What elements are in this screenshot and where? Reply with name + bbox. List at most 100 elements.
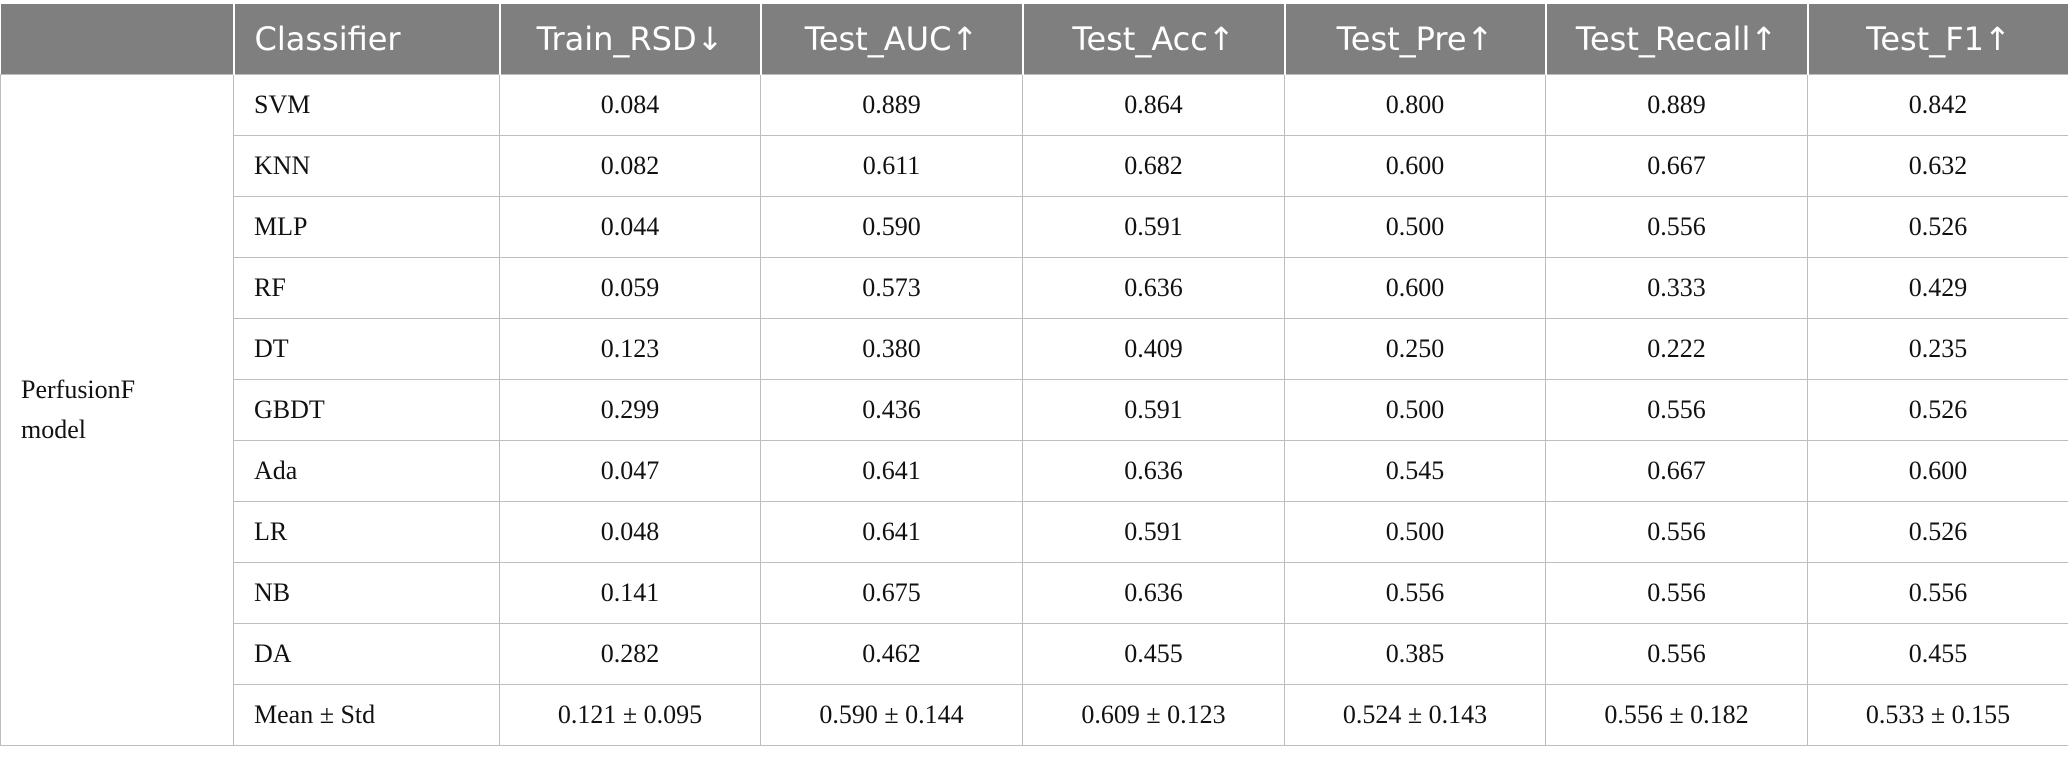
model-name-cell: PerfusionF model <box>0 74 234 746</box>
test-auc-cell: 0.462 <box>760 623 1023 685</box>
table-row: DA 0.282 0.462 0.455 0.385 0.556 0.455 <box>1 623 2068 685</box>
header-test-f1: Test_F1↑ <box>1806 4 2068 75</box>
test-auc-cell: 0.611 <box>760 135 1023 197</box>
table-row: GBDT 0.299 0.436 0.591 0.500 0.556 0.526 <box>1 379 2068 441</box>
classifier-cell: RF <box>233 257 500 319</box>
test-f1-cell: 0.235 <box>1807 318 2068 380</box>
test-recall-cell: 0.556 <box>1545 623 1808 685</box>
train-rsd-cell: 0.282 <box>499 623 761 685</box>
test-auc-cell: 0.641 <box>760 501 1023 563</box>
train-rsd-cell: 0.082 <box>499 135 761 197</box>
test-f1-cell: 0.429 <box>1807 257 2068 319</box>
classifier-cell: NB <box>233 562 500 624</box>
classifier-cell: LR <box>233 501 500 563</box>
test-auc-cell: 0.436 <box>760 379 1023 441</box>
train-rsd-cell: 0.048 <box>499 501 761 563</box>
test-recall-cell: 0.333 <box>1545 257 1808 319</box>
classifier-cell: MLP <box>233 196 500 258</box>
test-pre-cell: 0.556 <box>1284 562 1546 624</box>
train-rsd-cell: 0.047 <box>499 440 761 502</box>
header-test-acc: Test_Acc↑ <box>1021 4 1285 75</box>
train-rsd-cell: 0.123 <box>499 318 761 380</box>
table-row: NB 0.141 0.675 0.636 0.556 0.556 0.556 <box>1 562 2068 624</box>
train-rsd-cell: 0.141 <box>499 562 761 624</box>
test-pre-cell: 0.385 <box>1284 623 1546 685</box>
test-f1-cell: 0.526 <box>1807 501 2068 563</box>
test-recall-cell: 0.667 <box>1545 440 1808 502</box>
summary-row: Mean ± Std 0.121 ± 0.095 0.590 ± 0.144 0… <box>1 684 2068 746</box>
header-train-rsd: Train_RSD↓ <box>498 4 761 75</box>
test-f1-cell: 0.533 ± 0.155 <box>1807 684 2068 746</box>
test-recall-cell: 0.222 <box>1545 318 1808 380</box>
test-acc-cell: 0.455 <box>1022 623 1285 685</box>
test-acc-cell: 0.636 <box>1022 562 1285 624</box>
table-header: Classifier Train_RSD↓ Test_AUC↑ Test_Acc… <box>0 4 2068 75</box>
header-test-pre: Test_Pre↑ <box>1283 4 1546 75</box>
table-row: DT 0.123 0.380 0.409 0.250 0.222 0.235 <box>1 318 2068 380</box>
test-acc-cell: 0.636 <box>1022 257 1285 319</box>
train-rsd-cell: 0.121 ± 0.095 <box>499 684 761 746</box>
test-f1-cell: 0.526 <box>1807 196 2068 258</box>
test-auc-cell: 0.380 <box>760 318 1023 380</box>
header-classifier: Classifier <box>232 4 500 75</box>
test-f1-cell: 0.842 <box>1807 74 2068 136</box>
test-recall-cell: 0.889 <box>1545 74 1808 136</box>
test-pre-cell: 0.600 <box>1284 257 1546 319</box>
test-recall-cell: 0.556 ± 0.182 <box>1545 684 1808 746</box>
test-pre-cell: 0.800 <box>1284 74 1546 136</box>
test-auc-cell: 0.590 ± 0.144 <box>760 684 1023 746</box>
classifier-cell: KNN <box>233 135 500 197</box>
classifier-cell: SVM <box>233 74 500 136</box>
model-name-line-2: model <box>21 415 86 444</box>
test-recall-cell: 0.556 <box>1545 501 1808 563</box>
table-row: LR 0.048 0.641 0.591 0.500 0.556 0.526 <box>1 501 2068 563</box>
table-row: PerfusionF model SVM 0.084 0.889 0.864 0… <box>0 74 2068 746</box>
classifier-cell: Ada <box>233 440 500 502</box>
header-test-recall: Test_Recall↑ <box>1544 4 1808 75</box>
test-f1-cell: 0.526 <box>1807 379 2068 441</box>
test-acc-cell: 0.636 <box>1022 440 1285 502</box>
test-recall-cell: 0.556 <box>1545 196 1808 258</box>
table-row: KNN 0.082 0.611 0.682 0.600 0.667 0.632 <box>1 135 2068 197</box>
test-auc-cell: 0.573 <box>760 257 1023 319</box>
test-recall-cell: 0.556 <box>1545 562 1808 624</box>
table-body: PerfusionF model SVM 0.084 0.889 0.864 0… <box>0 74 2068 746</box>
table-row: RF 0.059 0.573 0.636 0.600 0.333 0.429 <box>1 257 2068 319</box>
train-rsd-cell: 0.044 <box>499 196 761 258</box>
train-rsd-cell: 0.059 <box>499 257 761 319</box>
test-pre-cell: 0.500 <box>1284 501 1546 563</box>
test-recall-cell: 0.556 <box>1545 379 1808 441</box>
test-pre-cell: 0.545 <box>1284 440 1546 502</box>
header-model <box>0 4 234 75</box>
table-row: Ada 0.047 0.641 0.636 0.545 0.667 0.600 <box>1 440 2068 502</box>
test-f1-cell: 0.600 <box>1807 440 2068 502</box>
test-acc-cell: 0.591 <box>1022 501 1285 563</box>
test-recall-cell: 0.667 <box>1545 135 1808 197</box>
test-f1-cell: 0.556 <box>1807 562 2068 624</box>
test-acc-cell: 0.864 <box>1022 74 1285 136</box>
table-row: MLP 0.044 0.590 0.591 0.500 0.556 0.526 <box>1 196 2068 258</box>
test-pre-cell: 0.250 <box>1284 318 1546 380</box>
train-rsd-cell: 0.084 <box>499 74 761 136</box>
test-pre-cell: 0.600 <box>1284 135 1546 197</box>
header-row: Classifier Train_RSD↓ Test_AUC↑ Test_Acc… <box>0 4 2068 75</box>
test-auc-cell: 0.889 <box>760 74 1023 136</box>
classifier-cell: DA <box>233 623 500 685</box>
test-acc-cell: 0.409 <box>1022 318 1285 380</box>
test-auc-cell: 0.641 <box>760 440 1023 502</box>
test-pre-cell: 0.500 <box>1284 379 1546 441</box>
model-name-line-1: PerfusionF <box>21 375 136 404</box>
header-test-auc: Test_AUC↑ <box>759 4 1023 75</box>
test-f1-cell: 0.632 <box>1807 135 2068 197</box>
test-f1-cell: 0.455 <box>1807 623 2068 685</box>
train-rsd-cell: 0.299 <box>499 379 761 441</box>
test-auc-cell: 0.590 <box>760 196 1023 258</box>
test-acc-cell: 0.682 <box>1022 135 1285 197</box>
classifier-cell: DT <box>233 318 500 380</box>
test-auc-cell: 0.675 <box>760 562 1023 624</box>
test-acc-cell: 0.591 <box>1022 196 1285 258</box>
classifier-cell: GBDT <box>233 379 500 441</box>
test-acc-cell: 0.609 ± 0.123 <box>1022 684 1285 746</box>
test-acc-cell: 0.591 <box>1022 379 1285 441</box>
test-pre-cell: 0.500 <box>1284 196 1546 258</box>
